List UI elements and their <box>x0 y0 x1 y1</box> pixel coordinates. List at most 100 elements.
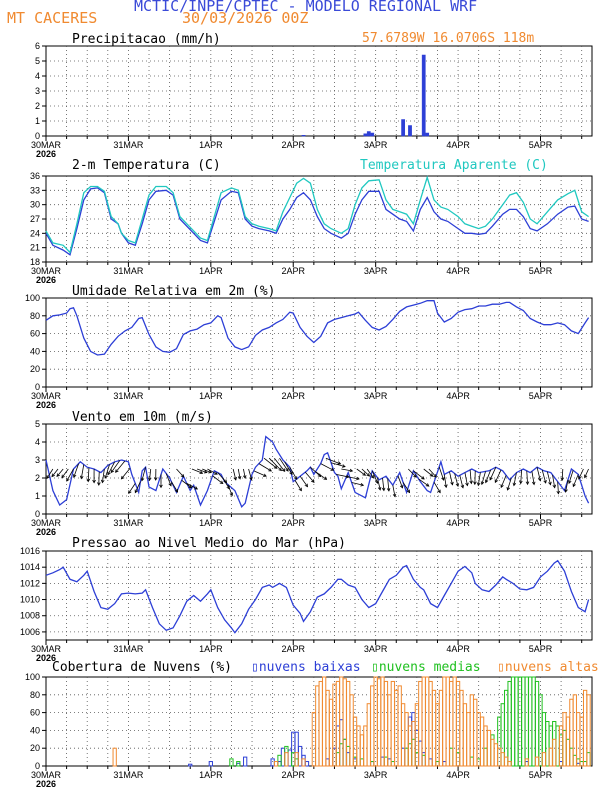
wind-arrow-head <box>543 480 547 484</box>
wind-arrow-head <box>100 479 105 484</box>
wind-arrow <box>443 474 447 488</box>
x-tick-label: 3APR <box>364 140 388 150</box>
bar-nuvens-medias <box>236 761 241 767</box>
bar-nuvens-altas <box>552 738 557 767</box>
wind-arrow <box>507 477 512 491</box>
wind-arrow-head <box>519 480 523 485</box>
wind-arrow-head <box>281 468 286 472</box>
wind-arrow-head <box>180 473 185 478</box>
wind-arrow-head <box>386 488 391 492</box>
panel-clouds <box>42 676 593 771</box>
wind-arrow <box>320 463 334 471</box>
wind-arrow-head <box>349 468 354 473</box>
wind-arrow-head <box>159 484 163 489</box>
wind-arrow-head <box>268 468 273 472</box>
x-tick-label: 5APR <box>529 518 553 528</box>
y-tick-label: 27 <box>30 214 40 224</box>
x-tick-label: 4APR <box>446 518 470 528</box>
wind-arrow <box>51 468 59 477</box>
wind-arrow-head <box>203 470 208 474</box>
y-tick-label: 30 <box>30 200 40 210</box>
wind-arrow <box>149 468 152 481</box>
wind-arrow-head <box>450 481 454 486</box>
wind-arrow-head <box>229 492 233 497</box>
wind-arrow <box>531 471 535 485</box>
y-tick-label: 1 <box>35 116 40 126</box>
wind-arrow-head <box>140 477 145 482</box>
bar-nuvens-altas <box>534 756 540 767</box>
y-tick-label: 2 <box>35 101 40 111</box>
wind-arrow-head <box>168 482 172 487</box>
wind-arrow <box>371 470 379 484</box>
x-tick-label: 4APR <box>446 140 470 150</box>
wind-arrow <box>392 485 396 497</box>
wind-arrow-head <box>506 487 510 491</box>
wind-arrow-head <box>104 475 108 479</box>
wind-arrow-head <box>304 483 308 488</box>
wind-arrow <box>428 468 437 478</box>
wind-arrow-head <box>476 482 481 487</box>
wind-arrow <box>584 468 589 478</box>
bar-nuvens-altas <box>541 752 547 767</box>
wind-arrow-head <box>560 477 565 482</box>
y-tick-label: 1016 <box>20 546 40 556</box>
legend-apparent-temperature: Temperatura Aparente (C) <box>360 158 548 173</box>
wind-arrow <box>115 460 126 473</box>
panel-title-temperature: 2-m Temperatura (C) <box>72 158 221 173</box>
wind-arrow <box>330 462 346 467</box>
wind-arrow <box>232 468 237 480</box>
y-tick-label: 100 <box>25 293 40 303</box>
y-tick-label: 60 <box>30 329 40 339</box>
wind-arrow <box>402 482 410 493</box>
wind-arrow-head <box>572 483 576 488</box>
y-tick-label: 20 <box>30 743 40 753</box>
wind-arrow-head <box>465 482 469 487</box>
wind-arrow-head <box>46 475 50 479</box>
bar-nuvens-baixas <box>188 763 193 767</box>
y-tick-label: 4 <box>35 71 40 81</box>
y-tick-label: 1 <box>35 491 40 501</box>
wind-arrow-head <box>525 481 530 486</box>
y-tick-label: 0 <box>35 382 40 392</box>
wind-arrow-head <box>362 472 367 476</box>
y-tick-label: 33 <box>30 185 40 195</box>
wind-arrow <box>110 460 121 473</box>
wind-arrow <box>366 468 374 479</box>
wind-arrow <box>469 469 472 484</box>
wind-arrow-head <box>531 481 536 486</box>
wind-arrow-head <box>86 478 91 483</box>
wind-arrow <box>299 475 308 487</box>
wind-arrow <box>361 468 370 477</box>
x-tick-label: 31MAR <box>113 518 144 528</box>
y-tick-label: 3 <box>35 86 40 96</box>
x-tick-label: 2APR <box>281 770 305 780</box>
wind-arrow <box>212 475 224 484</box>
wind-arrow-head <box>455 483 460 488</box>
x-tick-label: 30MAR <box>31 770 62 780</box>
wind-arrow <box>101 468 105 483</box>
wind-arrow-head <box>293 476 298 481</box>
wind-arrow-head <box>537 477 542 482</box>
y-tick-label: 100 <box>25 672 40 682</box>
wind-arrow <box>546 471 551 485</box>
wind-arrow <box>121 467 131 480</box>
x-year-label: 2026 <box>36 527 56 537</box>
wind-arrow-head <box>289 471 293 476</box>
wind-arrow-head <box>512 482 517 487</box>
wind-arrow <box>104 464 110 479</box>
wind-arrow <box>237 468 241 479</box>
wind-arrow <box>258 463 272 472</box>
wind-arrow <box>557 481 559 494</box>
y-tick-label: 40 <box>30 725 40 735</box>
wind-arrow <box>274 457 285 472</box>
legend-high-clouds-label: nuvens altas <box>504 660 599 675</box>
wind-arrow <box>294 480 302 491</box>
wind-arrow-head <box>323 476 328 480</box>
wind-arrow <box>61 468 69 478</box>
wind-arrow <box>438 466 445 481</box>
y-tick-label: 40 <box>30 346 40 356</box>
bar-nuvens-altas <box>273 761 279 767</box>
x-tick-label: 31MAR <box>113 644 144 654</box>
x-tick-label: 1APR <box>199 140 223 150</box>
wind-arrow-head <box>584 474 588 479</box>
